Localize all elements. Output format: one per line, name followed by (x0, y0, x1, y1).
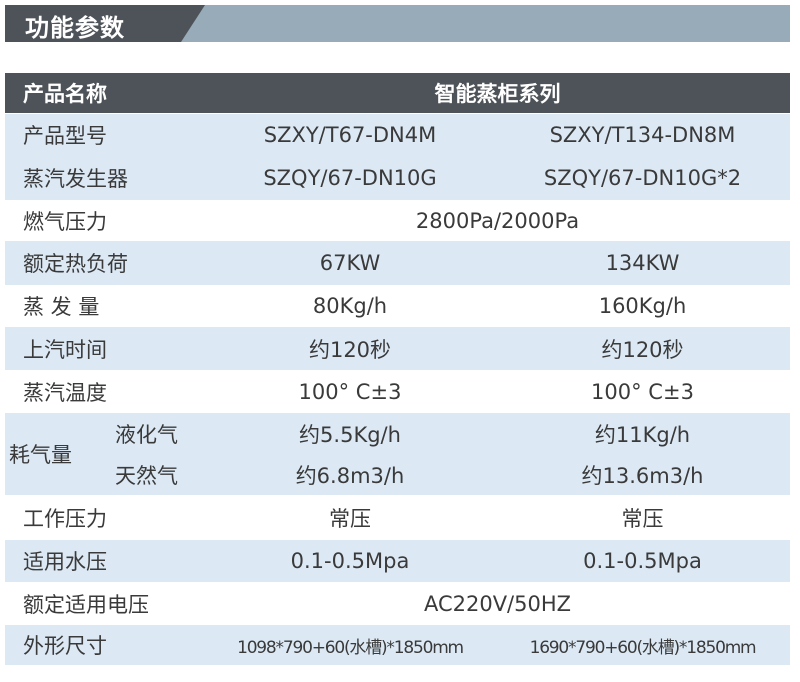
row-value: 160Kg/h (598, 294, 687, 318)
table-row: 外形尺寸 1098*790+60(水槽)*1850mm 1690*790+60(… (5, 625, 790, 665)
sub-row-label: 液化气 (115, 422, 178, 447)
row-label: 蒸汽发生器 (23, 166, 128, 191)
row-value: AC220V/50HZ (423, 591, 572, 616)
row-value: 80Kg/h (312, 294, 388, 318)
table-row: 额定适用电压 AC220V/50HZ (5, 582, 790, 625)
row-label: 耗气量 (9, 443, 72, 467)
table-row: 额定热负荷 67KW 134KW (5, 241, 790, 285)
row-label: 上汽时间 (23, 337, 107, 362)
row-value: 67KW (319, 251, 381, 275)
row-value: 约5.5Kg/h (299, 422, 401, 447)
row-value: 常压 (621, 506, 664, 531)
row-label: 外形尺寸 (23, 634, 107, 658)
row-label: 工作压力 (23, 506, 107, 531)
row-value: 100° C±3 (591, 379, 694, 404)
row-value: SZQY/67-DN10G (263, 165, 437, 190)
row-value: 100° C±3 (298, 379, 402, 404)
row-value: SZQY/67-DN10G*2 (543, 165, 742, 190)
row-value: 约120秒 (308, 337, 392, 362)
table-row: 燃气压力 2800Pa/2000Pa (5, 200, 790, 241)
row-value: SZXY/T67-DN4M (263, 122, 437, 147)
row-value: 0.1-0.5Mpa (583, 549, 702, 573)
row-label: 额定热负荷 (23, 252, 128, 276)
sub-row: 液化气 约5.5Kg/h 约11Kg/h (5, 413, 790, 454)
header-value: 智能蒸柜系列 (434, 82, 561, 106)
row-label: 产品型号 (23, 123, 107, 148)
table-row: 适用水压 0.1-0.5Mpa 0.1-0.5Mpa (5, 540, 790, 582)
row-value: 2800Pa/2000Pa (415, 208, 580, 233)
table-row: 蒸汽发生器 SZQY/67-DN10G SZQY/67-DN10G*2 (5, 155, 790, 200)
row-label: 适用水压 (23, 550, 107, 574)
row-label: 蒸 发 量 (23, 295, 100, 319)
table-row: 蒸 发 量 80Kg/h 160Kg/h (5, 285, 790, 327)
row-label: 额定适用电压 (23, 592, 149, 617)
row-label: 蒸汽温度 (23, 380, 107, 405)
row-value: 0.1-0.5Mpa (290, 549, 410, 573)
table-row-gas-consumption: 耗气量 液化气 约5.5Kg/h 约11Kg/h 天然气 约6.8m3/h 约1… (5, 413, 790, 495)
row-value: 134KW (605, 251, 680, 275)
table-header: 产品名称 智能蒸柜系列 (5, 73, 790, 113)
table-row: 蒸汽温度 100° C±3 100° C±3 (5, 370, 790, 413)
table-row: 上汽时间 约120秒 约120秒 (5, 327, 790, 370)
header-label: 产品名称 (23, 82, 107, 106)
sub-row: 天然气 约6.8m3/h 约13.6m3/h (5, 454, 790, 495)
row-value: 1098*790+60(水槽)*1850mm (237, 637, 464, 658)
row-label: 燃气压力 (23, 209, 107, 234)
row-value: 1690*790+60(水槽)*1850mm (529, 637, 757, 658)
section-title: 功能参数 (25, 14, 125, 42)
row-value: 约11Kg/h (594, 422, 691, 447)
sub-row-label: 天然气 (115, 463, 178, 488)
table-row: 产品型号 SZXY/T67-DN4M SZXY/T134-DN8M (5, 114, 790, 155)
row-value: 常压 (329, 506, 371, 531)
row-value: SZXY/T134-DN8M (549, 122, 736, 147)
table-row: 工作压力 常压 常压 (5, 495, 790, 540)
row-value: 约6.8m3/h (295, 463, 405, 488)
row-value: 约120秒 (601, 337, 684, 362)
section-title-bar: 功能参数 (5, 5, 790, 42)
row-value: 约13.6m3/h (581, 463, 704, 488)
section-title-box (5, 5, 205, 42)
